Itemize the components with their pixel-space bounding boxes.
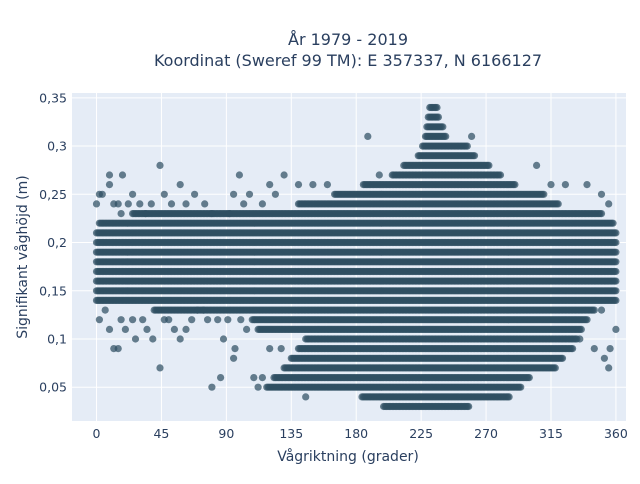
chart-title-line-2: Koordinat (Sweref 99 TM): E 357337, N 61… xyxy=(154,51,542,70)
data-point xyxy=(569,345,576,352)
data-point xyxy=(591,307,598,314)
data-point xyxy=(612,249,619,256)
data-point xyxy=(578,326,585,333)
data-point xyxy=(612,229,619,236)
data-point xyxy=(526,374,533,381)
data-point xyxy=(517,384,524,391)
data-point xyxy=(552,364,559,371)
data-point xyxy=(612,278,619,285)
data-point xyxy=(559,355,566,362)
data-point xyxy=(612,297,619,304)
data-point xyxy=(465,403,472,410)
data-point xyxy=(583,316,590,323)
data-point xyxy=(612,287,619,294)
data-point xyxy=(612,239,619,246)
data-point xyxy=(612,258,619,265)
plot-area xyxy=(72,93,626,421)
chart-title: År 1979 - 2019 Koordinat (Sweref 99 TM):… xyxy=(154,30,542,70)
data-point xyxy=(506,393,513,400)
data-point xyxy=(612,268,619,275)
chart-title-line-1: År 1979 - 2019 xyxy=(288,30,408,49)
